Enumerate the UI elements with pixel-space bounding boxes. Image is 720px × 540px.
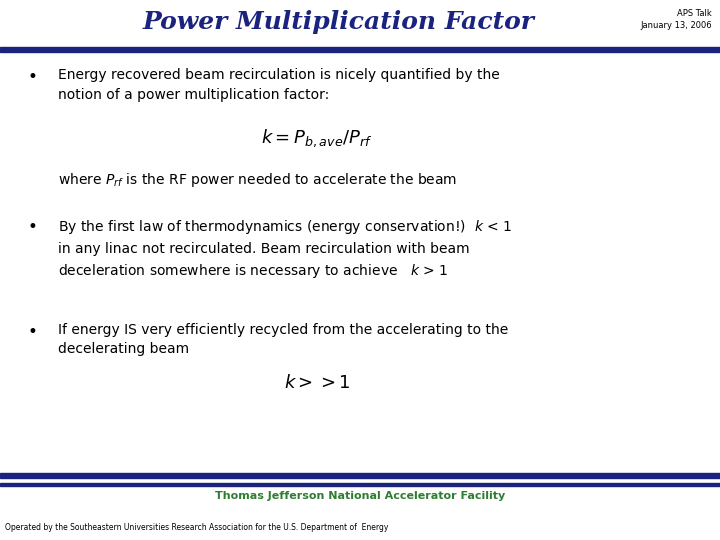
Text: Thomas Jefferson National Accelerator Facility: Thomas Jefferson National Accelerator Fa… [215, 491, 505, 501]
Bar [0, 47, 720, 52]
Text: •: • [28, 323, 38, 341]
Text: Energy recovered beam recirculation is nicely quantified by the
notion of a powe: Energy recovered beam recirculation is n… [58, 68, 500, 102]
Text: January 13, 2006: January 13, 2006 [640, 22, 712, 30]
Bar [0, 483, 720, 486]
Text: APS Talk: APS Talk [678, 10, 712, 18]
Text: where $P_{rf}$ is the RF power needed to accelerate the beam: where $P_{rf}$ is the RF power needed to… [58, 171, 457, 189]
Bar [0, 473, 720, 478]
Text: •: • [28, 68, 38, 86]
Text: If energy IS very efficiently recycled from the accelerating to the
decelerating: If energy IS very efficiently recycled f… [58, 323, 508, 356]
Text: By the first law of thermodynamics (energy conservation!)  $k$ < 1
in any linac : By the first law of thermodynamics (ener… [58, 218, 512, 280]
Text: •: • [28, 218, 38, 236]
Text: Power Multiplication Factor: Power Multiplication Factor [143, 10, 534, 34]
Text: Operated by the Southeastern Universities Research Association for the U.S. Depa: Operated by the Southeastern Universitie… [5, 523, 388, 532]
Text: $k = P_{b,ave} / P_{rf}$: $k = P_{b,ave} / P_{rf}$ [261, 127, 372, 149]
Text: $k >> 1$: $k >> 1$ [284, 374, 350, 392]
